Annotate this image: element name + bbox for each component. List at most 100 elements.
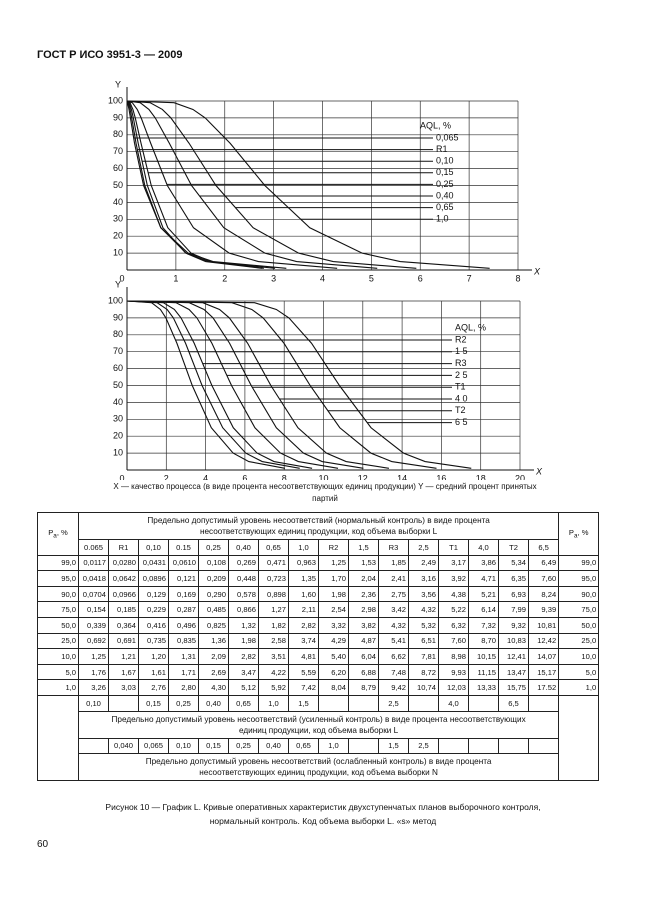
y-tick-label: 40 [113,197,123,207]
cell: 1,85 [378,554,409,572]
pa-subscript: a [573,532,578,540]
cell: 2,54 [318,601,349,618]
cell: 0,578 [228,585,259,603]
cell: 3,16 [408,570,439,587]
cell: 0,229 [138,601,169,618]
cell: 8,79 [348,679,379,696]
cell: 4,32 [408,601,439,618]
oc-curve [126,300,286,469]
cell: 0,10 [168,737,199,755]
cell: 6,32 [438,616,469,634]
cell: 0,25 [168,694,199,712]
pa-cell: 10,0 [37,648,79,665]
cell: 5,59 [288,663,319,681]
x-tick-label: 0 [119,273,124,283]
pa-cell: 90,0 [37,585,79,603]
cell: 0,835 [168,632,199,650]
column-header: R1 [108,539,139,556]
y-tick-label: 30 [113,414,123,424]
cell: 1,61 [138,663,169,681]
oc-curve [126,100,417,269]
pa-symbol: P [48,528,54,538]
cell: 1,35 [288,570,319,587]
legend-label: 1 5 [455,346,468,356]
cell: 0,364 [108,616,139,634]
cell: 0,485 [198,601,229,618]
cell: 9,42 [378,679,409,696]
legend-label: 2 5 [455,370,468,380]
cell: 0,471 [258,554,289,572]
column-header: 0,40 [228,539,259,556]
pa-cell: 50,0 [558,616,600,634]
cell: 1,67 [108,663,139,681]
column-header: 0.065 [78,539,109,556]
cell: 0,40 [198,694,229,712]
pa-cell: 99,0 [37,554,79,572]
figure-caption: Рисунок 10 — График L. Кривые оперативны… [37,800,609,828]
cell: 10,83 [498,632,529,650]
cell: 6,93 [498,585,529,603]
legend-label: R3 [455,358,467,368]
cell: 4,30 [198,679,229,696]
cell: 1,82 [258,616,289,634]
y-tick-label: 90 [113,112,123,122]
cell: 12,41 [498,648,529,665]
legend-label: 1,0 [436,214,449,224]
cell: 0,496 [168,616,199,634]
cell [527,694,560,712]
column-header: T2 [498,539,529,556]
cell: 8,24 [527,585,560,603]
cell: 3,47 [228,663,259,681]
cell: 4,32 [378,616,409,634]
x-tick-label: 5 [369,273,374,283]
cell: 9,32 [498,616,529,634]
cell: 17.52 [527,679,560,696]
empty-cell [37,694,79,782]
x-tick-label: 20 [515,473,525,480]
cell: 1,70 [318,570,349,587]
oc-curve [126,300,364,469]
column-header: 1,5 [348,539,379,556]
cell: 6,88 [348,663,379,681]
y-axis-label: Y [115,279,121,289]
cell: 4,81 [288,648,319,665]
y-tick-label: 20 [113,431,123,441]
tightened_values-row: 0,10 0,15 0,25 0,40 0,65 1,0 1,5 2,5 4,0 6,5 [37,694,600,782]
cell: 0,040 [108,737,139,755]
cell: 0,65 [228,694,259,712]
cell: 7,32 [468,616,499,634]
y-tick-label: 50 [113,180,123,190]
x-tick-label: 6 [418,273,423,283]
pa-symbol: P [568,528,574,538]
data-row: 90,0 0,0704 0,0966 0,129 0,169 0,290 0,578 0,89… [37,585,600,603]
y-tick-label: 100 [108,295,123,305]
cell: 6,49 [527,554,560,572]
cell: 2,09 [198,648,229,665]
cell: 0,825 [198,616,229,634]
data-row: 25,0 0,692 0,691 0,735 0,835 1,36 1,98 2,58 3,74… [37,632,600,650]
oc-curve [126,100,264,269]
cell: 1,21 [108,648,139,665]
cell: 2,58 [258,632,289,650]
cell: 5,32 [408,616,439,634]
cell: 0,0418 [78,570,109,587]
cell: 0,108 [198,554,229,572]
cell: 0,723 [258,570,289,587]
cell: 4,29 [318,632,349,650]
legend-label: T2 [455,405,466,415]
column-header: T1 [438,539,469,556]
cell: 9,93 [438,663,469,681]
cell: 6,51 [408,632,439,650]
oc-curve [126,100,338,269]
data-row: 75,0 0,154 0,185 0,229 0,287 0,485 0,866 1,27 2,… [37,601,600,618]
cell: 0,169 [168,585,199,603]
cell: 0,0117 [78,554,109,572]
legend-label: 4 0 [455,393,468,403]
x-tick-label: 3 [271,273,276,283]
cell: 2,76 [138,679,169,696]
x-tick-label: 2 [164,473,169,480]
cell: 12,42 [527,632,560,650]
cell: 0,416 [138,616,169,634]
cell [318,694,349,712]
cell: 1,98 [318,585,349,603]
